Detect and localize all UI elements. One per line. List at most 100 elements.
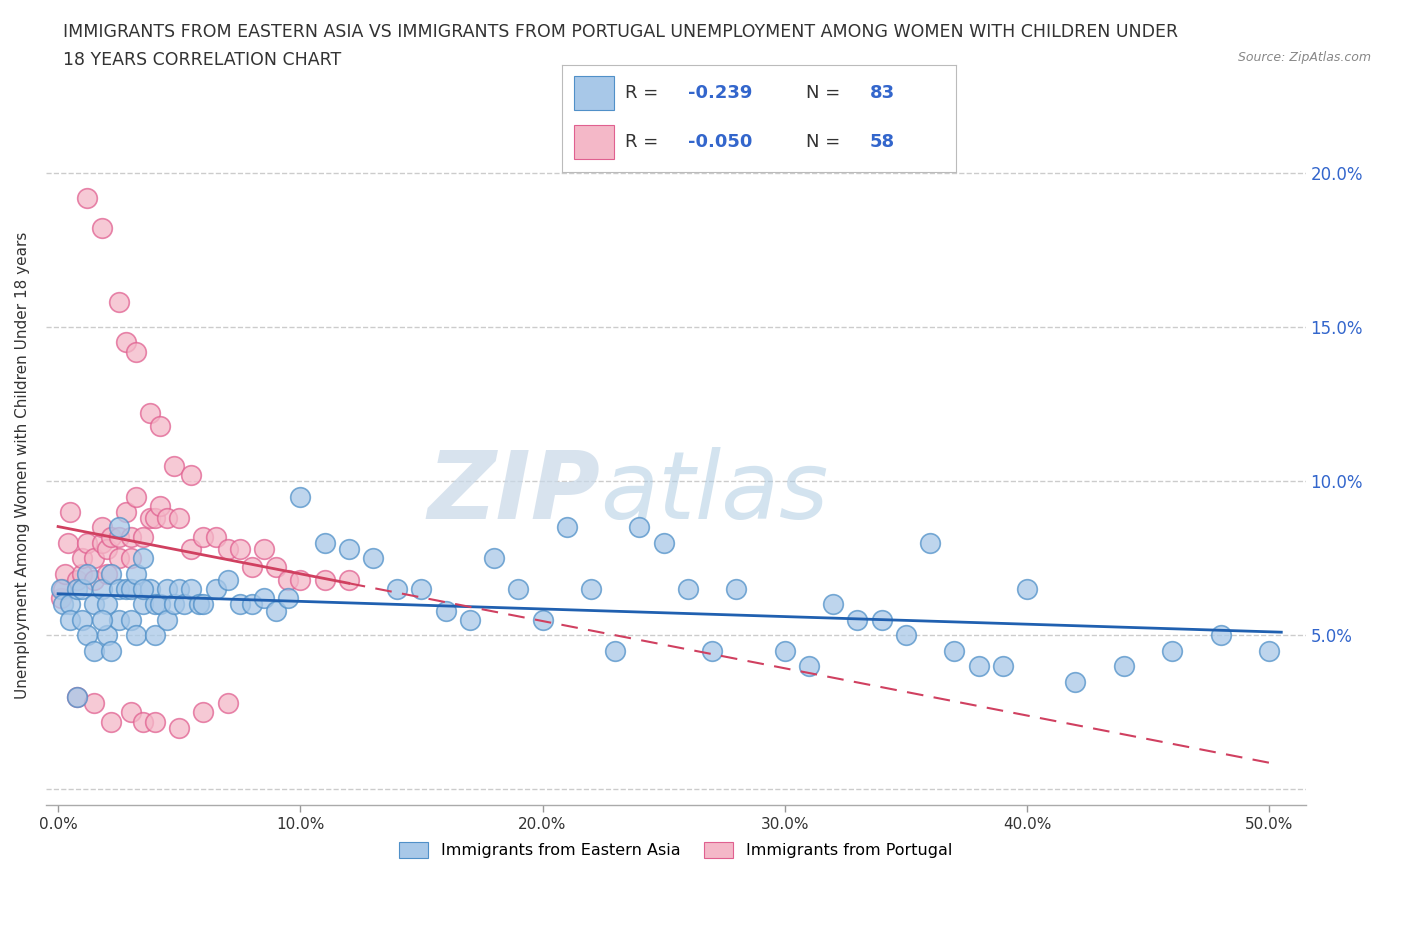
Point xyxy=(49,581,72,596)
Point xyxy=(676,581,699,596)
Text: R =: R = xyxy=(626,84,665,102)
Point xyxy=(894,628,917,643)
Point xyxy=(53,566,76,581)
Point xyxy=(167,511,190,525)
Point xyxy=(1064,674,1087,689)
Point xyxy=(143,597,166,612)
Point xyxy=(277,591,299,605)
Point xyxy=(240,597,263,612)
Point xyxy=(72,566,94,581)
Point xyxy=(83,597,105,612)
Point xyxy=(508,581,530,596)
Point xyxy=(59,613,82,628)
Point xyxy=(124,566,146,581)
Point xyxy=(72,581,94,596)
Point xyxy=(163,458,186,473)
Point xyxy=(100,714,122,729)
Point xyxy=(83,551,105,565)
Point xyxy=(143,628,166,643)
Point xyxy=(482,551,505,565)
Point xyxy=(76,190,98,205)
Text: 83: 83 xyxy=(869,84,894,102)
Point xyxy=(132,529,155,544)
Legend: Immigrants from Eastern Asia, Immigrants from Portugal: Immigrants from Eastern Asia, Immigrants… xyxy=(392,835,959,865)
Point xyxy=(132,581,155,596)
Point xyxy=(579,581,602,596)
Point xyxy=(72,613,94,628)
Text: 58: 58 xyxy=(869,133,894,151)
Point xyxy=(264,604,287,618)
Point xyxy=(124,489,146,504)
Point xyxy=(217,696,239,711)
Point xyxy=(124,344,146,359)
Point xyxy=(120,581,142,596)
Point xyxy=(52,597,75,612)
Point xyxy=(1209,628,1232,643)
Text: -0.239: -0.239 xyxy=(689,84,752,102)
Point xyxy=(167,581,190,596)
Point xyxy=(66,689,89,704)
Point xyxy=(90,221,112,236)
Point xyxy=(385,581,408,596)
Point xyxy=(76,628,98,643)
Y-axis label: Unemployment Among Women with Children Under 18 years: Unemployment Among Women with Children U… xyxy=(15,232,30,699)
Point xyxy=(1112,658,1135,673)
Point xyxy=(920,536,942,551)
Point xyxy=(193,597,215,612)
Point xyxy=(107,613,129,628)
Point xyxy=(173,597,195,612)
Point xyxy=(120,705,142,720)
Point xyxy=(253,541,276,556)
Point xyxy=(132,551,155,565)
Point xyxy=(204,529,226,544)
Text: atlas: atlas xyxy=(600,447,828,538)
Point xyxy=(115,335,138,350)
Point xyxy=(120,551,142,565)
Point xyxy=(290,489,312,504)
Point xyxy=(96,628,118,643)
Point xyxy=(76,566,98,581)
Point xyxy=(870,613,893,628)
Point xyxy=(277,572,299,587)
Point xyxy=(823,597,845,612)
Point xyxy=(290,572,312,587)
Point xyxy=(120,529,142,544)
Point xyxy=(773,644,796,658)
Text: Source: ZipAtlas.com: Source: ZipAtlas.com xyxy=(1237,51,1371,64)
Point xyxy=(531,613,554,628)
Text: N =: N = xyxy=(807,84,846,102)
Point xyxy=(991,658,1014,673)
Point xyxy=(90,581,112,596)
Point xyxy=(90,613,112,628)
Point xyxy=(555,520,578,535)
Point xyxy=(72,551,94,565)
Point xyxy=(143,714,166,729)
Point xyxy=(52,581,75,596)
Point xyxy=(120,613,142,628)
Point xyxy=(187,597,209,612)
Text: ZIP: ZIP xyxy=(427,447,600,538)
Point xyxy=(846,613,869,628)
Point xyxy=(66,689,89,704)
Point xyxy=(204,581,226,596)
Text: N =: N = xyxy=(807,133,846,151)
Point xyxy=(59,505,82,520)
Point xyxy=(107,581,129,596)
Point xyxy=(83,644,105,658)
Point xyxy=(361,551,384,565)
Point xyxy=(56,536,79,551)
Point xyxy=(115,505,138,520)
Text: 18 YEARS CORRELATION CHART: 18 YEARS CORRELATION CHART xyxy=(63,51,342,69)
Point xyxy=(193,529,215,544)
Text: IMMIGRANTS FROM EASTERN ASIA VS IMMIGRANTS FROM PORTUGAL UNEMPLOYMENT AMONG WOME: IMMIGRANTS FROM EASTERN ASIA VS IMMIGRAN… xyxy=(63,23,1178,41)
Point xyxy=(652,536,675,551)
Point xyxy=(1161,644,1184,658)
Point xyxy=(1015,581,1038,596)
Point xyxy=(156,613,179,628)
Point xyxy=(180,468,202,483)
Point xyxy=(314,572,336,587)
Point xyxy=(115,581,138,596)
Point xyxy=(943,644,966,658)
Point xyxy=(700,644,723,658)
Point xyxy=(725,581,748,596)
